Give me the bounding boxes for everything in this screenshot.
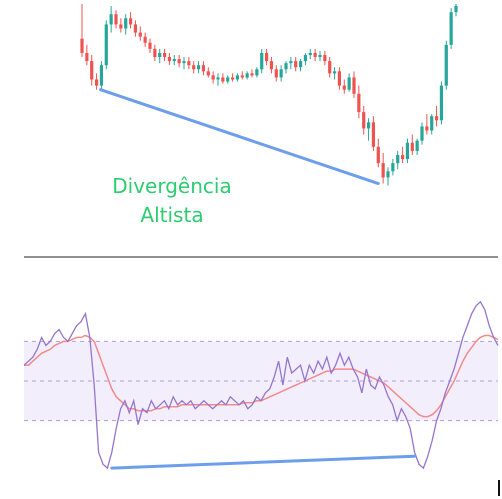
candle-body-bullish — [298, 61, 303, 68]
candle-body-bullish — [318, 55, 322, 58]
candle-body-bearish — [274, 69, 278, 78]
candle-body-bullish — [347, 77, 351, 90]
candle-body-bearish — [80, 38, 84, 53]
oscillator-divergence-line — [110, 454, 417, 470]
candle-body-bearish — [85, 52, 89, 62]
candle-body-bearish — [162, 52, 167, 58]
candle-body-bullish — [279, 69, 283, 78]
candle-body-bearish — [128, 18, 133, 25]
candle-body-bearish — [371, 122, 376, 147]
candle-body-bullish — [182, 61, 186, 64]
candle-body-bearish — [167, 57, 172, 62]
candle-body-bearish — [400, 154, 405, 160]
candle-body-bullish — [386, 171, 390, 178]
candle-body-bearish — [114, 14, 118, 25]
annotation-line-1: Divergência — [112, 174, 232, 198]
candle-body-bearish — [269, 61, 274, 70]
candle-body-bullish — [245, 73, 249, 78]
candle-body-bullish — [391, 163, 395, 172]
candle-body-bearish — [376, 146, 380, 164]
candle-body-bullish — [454, 6, 458, 13]
candle-body-bearish — [410, 142, 414, 151]
candle-body-bearish — [323, 55, 327, 62]
candle-body-bearish — [328, 61, 332, 74]
oscillator-band — [24, 341, 498, 421]
candle-body-bearish — [119, 24, 123, 29]
candle-body-bearish — [201, 65, 206, 72]
candle-body-bearish — [90, 61, 94, 80]
annotation-line-2: Altista — [140, 203, 204, 227]
candle-body-bullish — [405, 142, 410, 160]
candle-body-bullish — [308, 52, 312, 55]
price-chart — [80, 4, 458, 186]
candle-body-bullish — [109, 14, 113, 25]
candle-body-bullish — [158, 52, 162, 58]
candle-body-bearish — [313, 52, 317, 58]
candle-body-bullish — [303, 55, 308, 62]
candle-body-bearish — [206, 71, 210, 76]
candle-body-bearish — [425, 126, 429, 131]
candle-body-bearish — [138, 32, 142, 37]
candle-body-bearish — [211, 75, 215, 80]
candle-body-bullish — [226, 77, 230, 82]
candle-body-bearish — [434, 116, 439, 121]
candle-body-bullish — [439, 85, 444, 121]
candle-body-bearish — [153, 48, 157, 58]
candle-body-bearish — [94, 79, 99, 86]
candlestick-series — [80, 4, 458, 186]
candle-body-bearish — [133, 24, 138, 33]
candle-body-bullish — [172, 59, 176, 62]
candle-body-bearish — [192, 65, 196, 70]
candle-body-bullish — [430, 116, 434, 131]
candle-body-bullish — [289, 61, 293, 64]
candle-body-bullish — [104, 24, 108, 66]
candle-body-bearish — [342, 85, 346, 90]
candle-body-bullish — [366, 122, 371, 129]
candle-body-bullish — [235, 75, 240, 80]
candle-body-bullish — [284, 63, 288, 70]
price-divergence-line — [99, 88, 380, 186]
candle-body-bullish — [255, 69, 259, 76]
candle-body-bearish — [148, 42, 152, 49]
candle-body-bearish — [240, 75, 244, 78]
candle-body-bullish — [260, 52, 264, 70]
candle-body-bearish — [352, 77, 356, 94]
candle-body-bullish — [444, 44, 448, 86]
candle-body-bearish — [264, 52, 269, 62]
candle-body-bearish — [357, 93, 361, 113]
candle-body-bearish — [250, 73, 254, 76]
candle-body-bullish — [216, 77, 220, 80]
candle-body-bullish — [420, 126, 424, 141]
signal-line — [24, 334, 499, 418]
candle-body-bullish — [396, 154, 400, 164]
candle-body-bearish — [362, 112, 366, 129]
candle-body-bullish — [124, 18, 128, 29]
candle-body-bullish — [332, 71, 337, 74]
candle-body-bullish — [415, 140, 419, 151]
oscillator-line — [23, 300, 499, 470]
candle-body-bearish — [337, 71, 342, 86]
candle-body-bearish — [187, 61, 191, 66]
candle-body-bullish — [196, 65, 201, 70]
candle-body-bearish — [294, 61, 298, 68]
candle-body-bearish — [221, 77, 225, 82]
candle-body-bearish — [230, 77, 235, 80]
edge-marker — [498, 480, 500, 496]
candle-body-bearish — [177, 59, 181, 64]
divergence-annotation: Divergência Altista — [96, 172, 248, 230]
candle-body-bullish — [99, 65, 104, 86]
candle-body-bearish — [381, 163, 385, 178]
candle-body-bullish — [449, 12, 453, 45]
candle-body-bearish — [143, 36, 147, 43]
